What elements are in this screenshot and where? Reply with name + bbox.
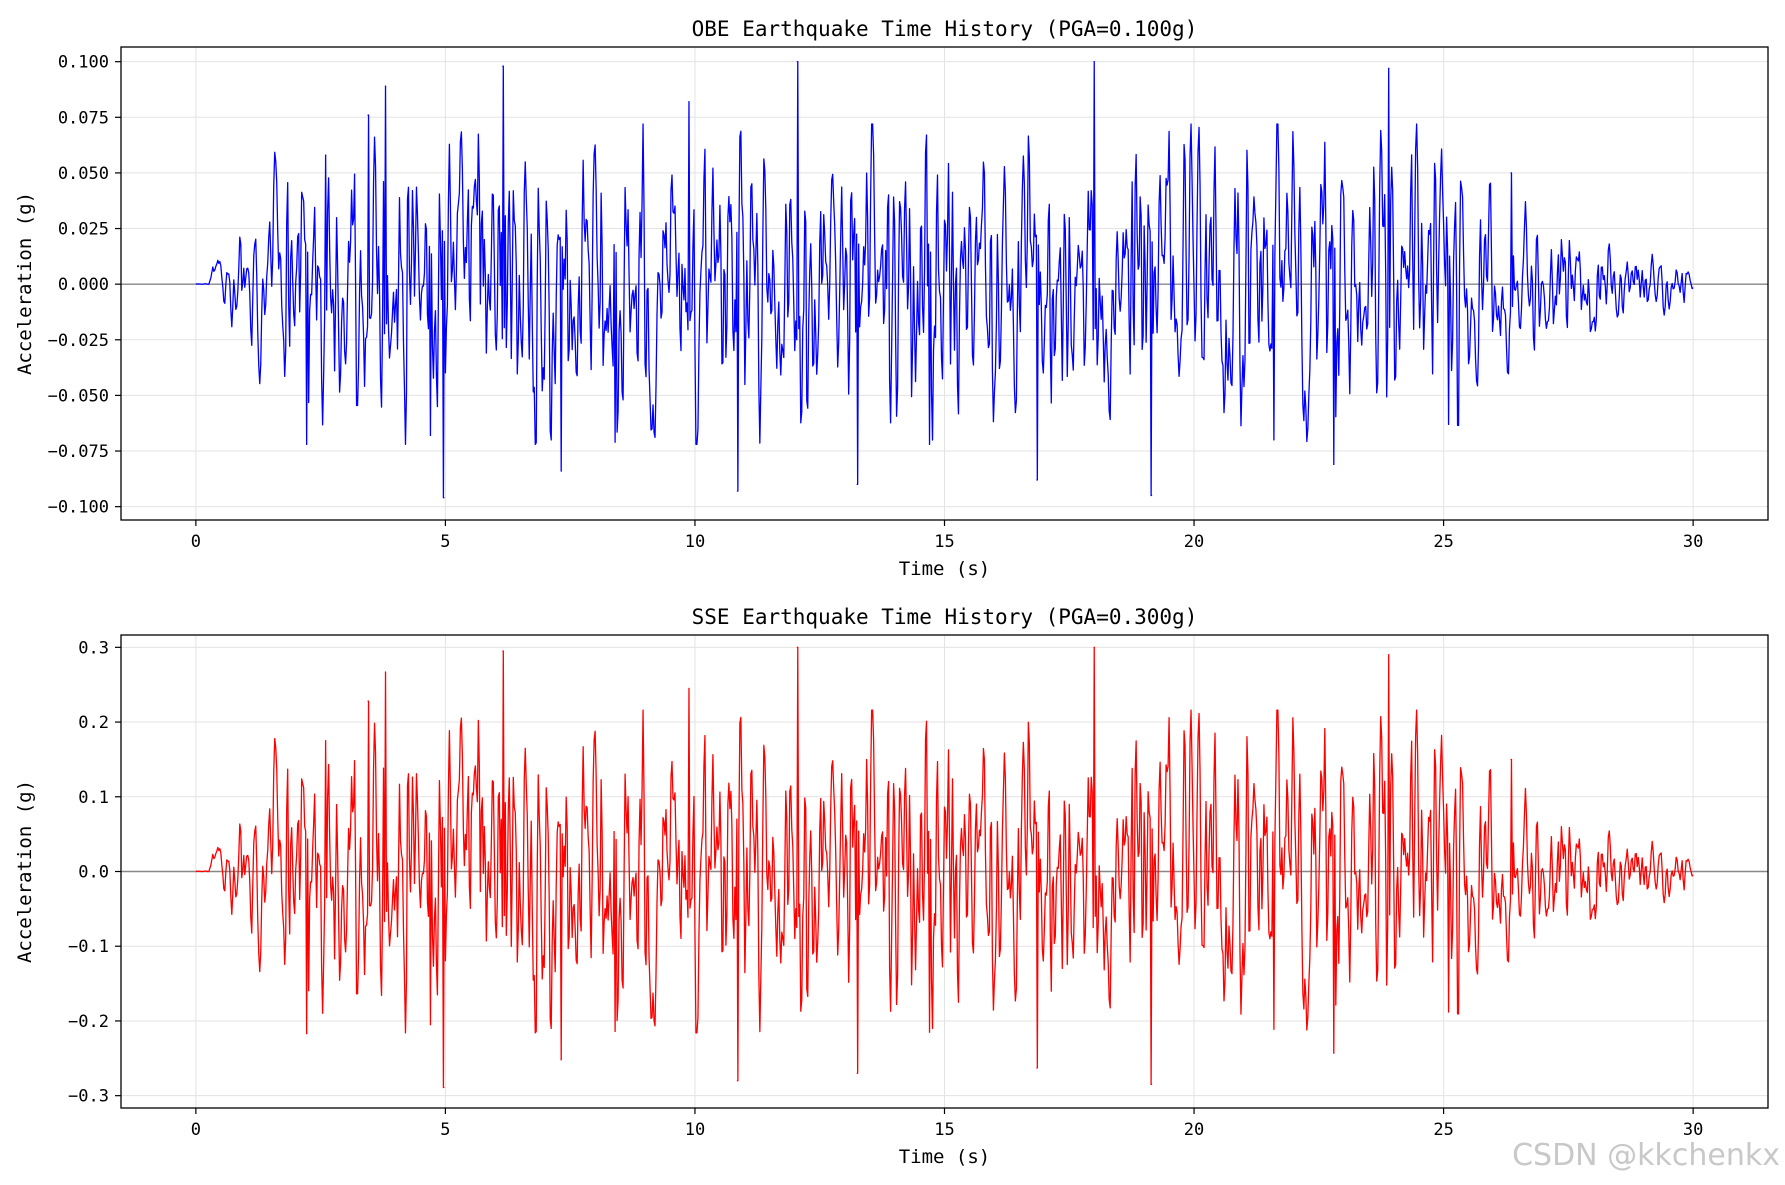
watermark: CSDN @kkchenkx	[1512, 1138, 1780, 1173]
obe-x-tick-label: 25	[1433, 532, 1453, 552]
sse-y-tick-label: −0.2	[68, 1012, 109, 1032]
sse-peak-point	[429, 1024, 432, 1026]
sse-peak-point	[1036, 1067, 1038, 1069]
obe-x-ticks: 0 5 10 15 20 25 30	[191, 520, 1703, 552]
obe-peak-point	[1388, 67, 1390, 69]
sse-peak-point	[856, 1072, 858, 1074]
obe-peak-point	[443, 497, 445, 499]
sse-peak-point	[560, 1059, 562, 1061]
obe-peak-point	[384, 85, 387, 87]
obe-peak-point	[560, 470, 562, 472]
sse-peak-point	[796, 646, 798, 648]
sse-x-ticks: 0 5 10 15 20 25 30	[191, 1108, 1703, 1140]
obe-peak-point	[1447, 423, 1450, 425]
obe-y-tick-label: −0.025	[48, 331, 109, 351]
obe-peak-point	[614, 441, 616, 443]
sse-peak-point	[1510, 758, 1512, 761]
sse-peak-point	[1273, 1028, 1275, 1030]
obe-peak-point	[928, 443, 931, 445]
obe-y-tick-label: −0.100	[48, 498, 109, 518]
obe-peak-point	[306, 443, 308, 445]
obe-chart-panel: 0 5 10 15 20 25 30 −0.100 −0.075 −0.050 −0.025 0.0…	[14, 17, 1769, 580]
sse-y-tick-label: 0.2	[78, 713, 109, 733]
obe-peak-point	[367, 114, 369, 116]
sse-x-tick-label: 30	[1683, 1120, 1703, 1140]
obe-x-tick-label: 0	[191, 532, 201, 552]
sse-peak-point	[736, 1080, 738, 1082]
sse-peak-point	[928, 1031, 931, 1033]
obe-y-tick-label: −0.050	[48, 386, 109, 406]
sse-acceleration-line	[195, 646, 1694, 1089]
sse-x-tick-label: 0	[191, 1120, 201, 1140]
sse-peak-point	[306, 1033, 308, 1035]
obe-peak-point	[429, 434, 432, 437]
obe-peak-point	[1036, 479, 1038, 481]
sse-y-tick-label: −0.3	[68, 1087, 109, 1107]
obe-x-tick-label: 5	[440, 532, 450, 552]
sse-chart-panel: 0 5 10 15 20 25 30 −0.3 −0.2 −0.1 0.0 0.1 0.2 0.3 SS…	[14, 605, 1769, 1168]
sse-peak-point	[1093, 646, 1095, 648]
sse-x-tick-label: 5	[440, 1120, 450, 1140]
sse-peak-point	[1447, 1011, 1450, 1013]
obe-peak-point	[502, 65, 504, 67]
sse-chart-title: SSE Earthquake Time History (PGA=0.300g)	[692, 605, 1198, 629]
sse-peak-point	[443, 1086, 445, 1089]
obe-acceleration-line	[195, 61, 1694, 499]
obe-x-axis-label: Time (s)	[899, 558, 991, 580]
obe-peak-point	[856, 483, 858, 486]
obe-y-tick-label: −0.075	[48, 442, 109, 462]
sse-y-tick-label: 0.1	[78, 788, 109, 808]
obe-y-tick-label: 0.075	[58, 108, 109, 128]
obe-y-tick-label: 0.000	[58, 275, 109, 295]
sse-y-tick-label: 0.3	[78, 638, 109, 658]
sse-y-tick-label: −0.1	[68, 937, 109, 957]
sse-peak-point	[367, 700, 369, 702]
obe-y-tick-label: 0.100	[58, 53, 109, 73]
obe-peak-point	[1273, 439, 1275, 441]
sse-x-tick-label: 10	[685, 1120, 705, 1140]
sse-x-tick-label: 20	[1184, 1120, 1204, 1140]
obe-y-tick-label: 0.050	[58, 164, 109, 184]
obe-peak-point	[1333, 463, 1335, 465]
obe-y-tick-label: 0.025	[58, 220, 109, 240]
obe-chart-title: OBE Earthquake Time History (PGA=0.100g)	[692, 17, 1198, 41]
obe-x-tick-label: 30	[1683, 532, 1703, 552]
sse-y-axis-label: Acceleration (g)	[14, 780, 36, 963]
obe-peak-point	[736, 490, 738, 492]
sse-peak-point	[688, 687, 690, 690]
sse-peak-point	[1333, 1052, 1335, 1054]
obe-peak-point	[796, 61, 798, 63]
sse-peak-point	[325, 740, 327, 742]
obe-y-ticks: −0.100 −0.075 −0.050 −0.025 0.000 0.025 0.050 0…	[48, 53, 121, 518]
sse-peak-point	[502, 650, 504, 652]
obe-trace	[195, 61, 1694, 499]
obe-peak-point	[1510, 172, 1512, 174]
sse-x-tick-label: 25	[1433, 1120, 1453, 1140]
sse-peak-point	[614, 1030, 616, 1033]
sse-peak-point	[1151, 1083, 1153, 1086]
sse-trace	[195, 646, 1694, 1089]
obe-x-tick-label: 20	[1184, 532, 1204, 552]
obe-peak-point	[688, 101, 690, 103]
obe-y-axis-label: Acceleration (g)	[14, 192, 36, 375]
sse-y-ticks: −0.3 −0.2 −0.1 0.0 0.1 0.2 0.3	[68, 638, 121, 1107]
obe-peak-point	[1151, 494, 1153, 497]
sse-peak-point	[1388, 654, 1390, 656]
obe-x-tick-label: 10	[685, 532, 705, 552]
sse-peak-point	[384, 671, 387, 673]
obe-peak-point	[325, 154, 327, 156]
obe-x-tick-label: 15	[934, 532, 954, 552]
sse-y-tick-label: 0.0	[78, 863, 109, 883]
sse-x-tick-label: 15	[934, 1120, 954, 1140]
sse-x-axis-label: Time (s)	[899, 1146, 991, 1168]
obe-peak-point	[1093, 61, 1095, 63]
